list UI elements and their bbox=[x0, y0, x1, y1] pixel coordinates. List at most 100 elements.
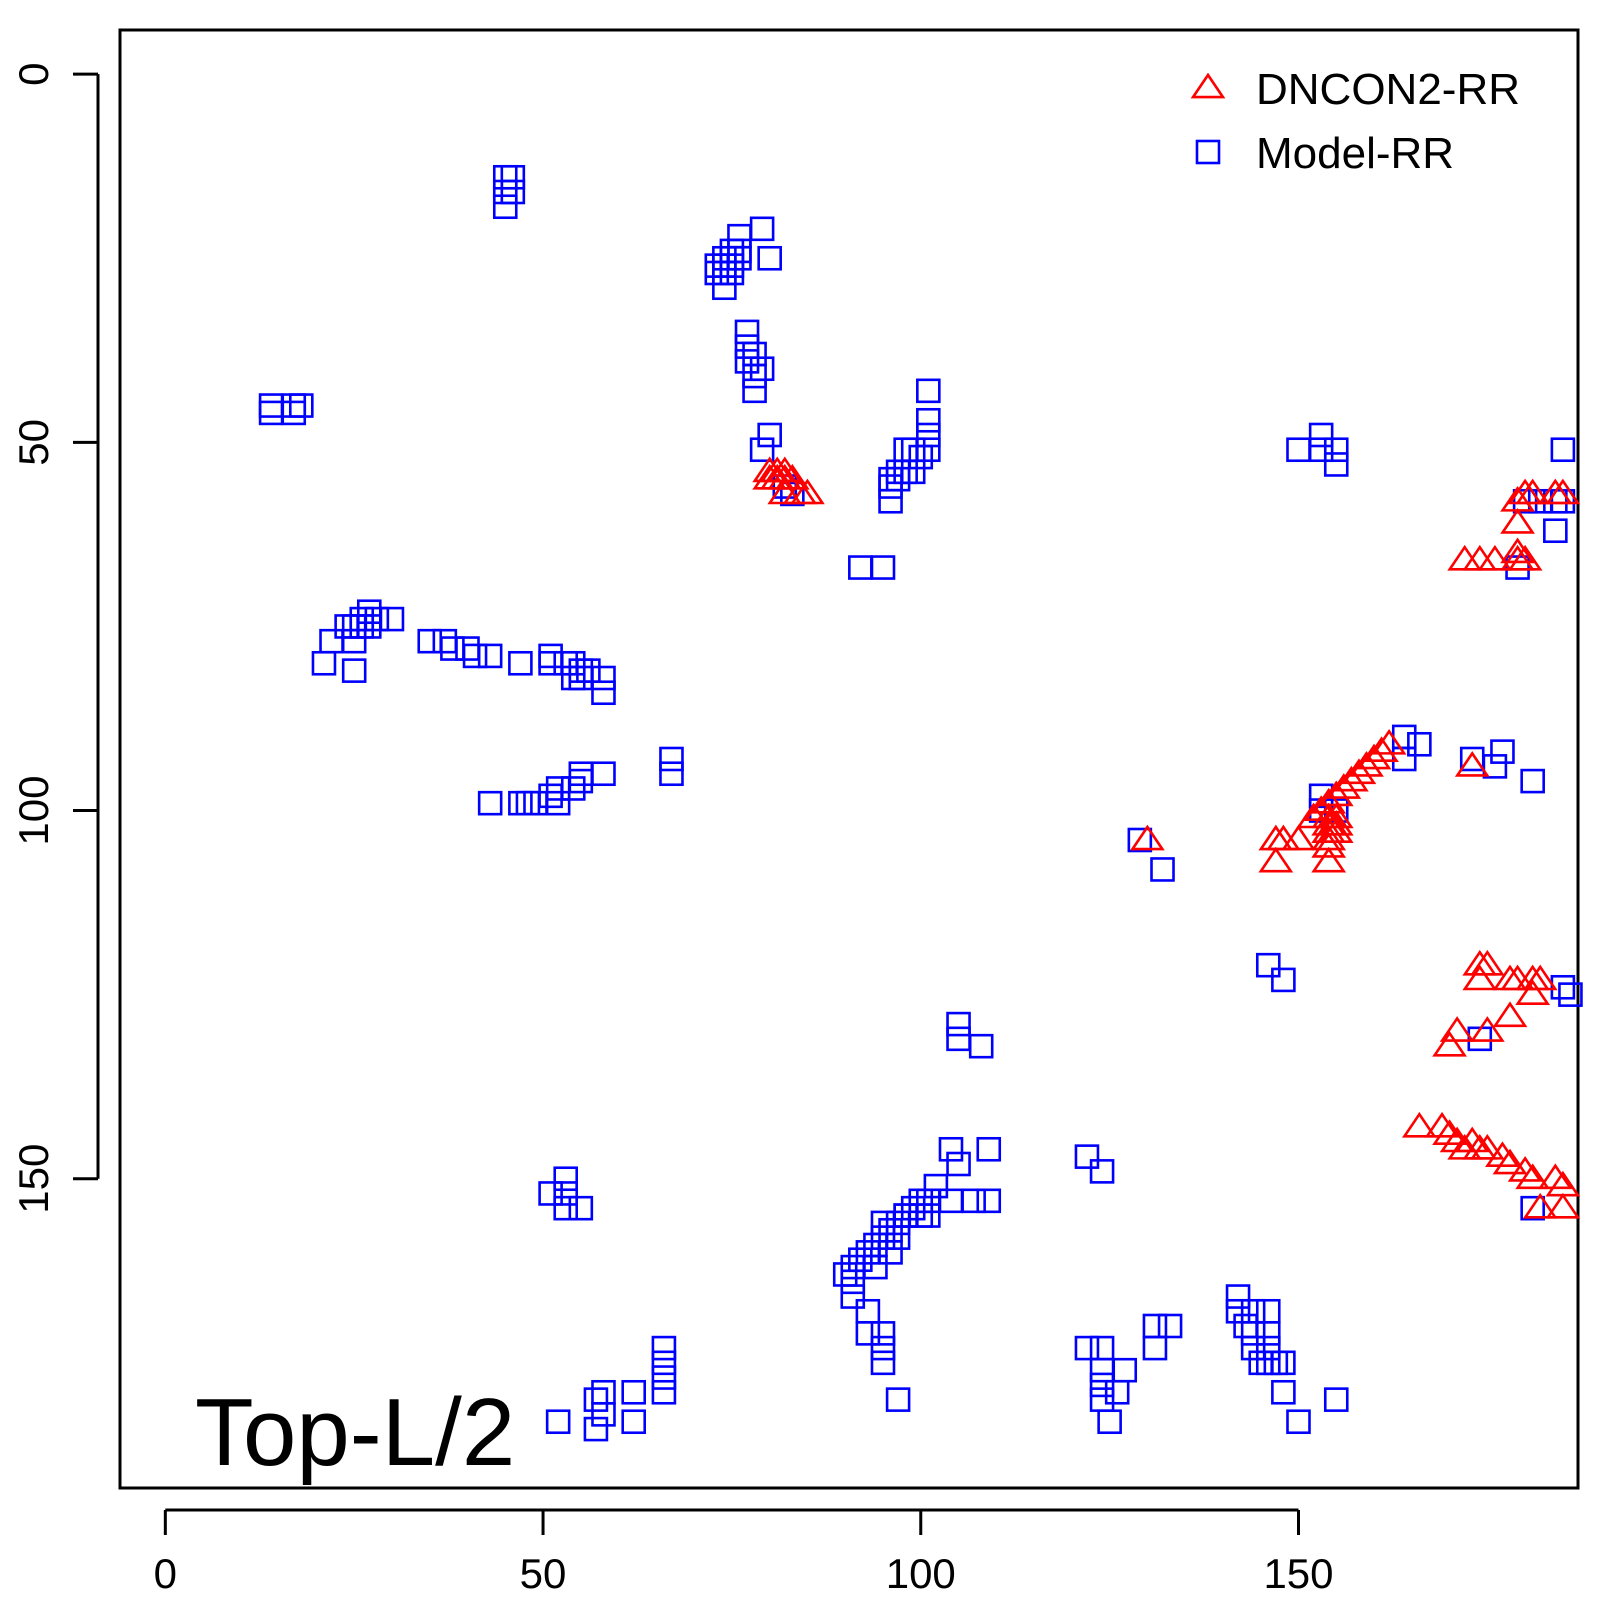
model-point bbox=[289, 393, 314, 418]
model-point bbox=[840, 1284, 866, 1309]
model-point bbox=[1308, 422, 1334, 448]
model-point bbox=[1323, 1387, 1349, 1412]
model-point bbox=[1233, 1313, 1258, 1339]
dncon2-point bbox=[1326, 773, 1362, 799]
model-point bbox=[560, 665, 586, 691]
model-point bbox=[258, 400, 284, 426]
model-point bbox=[1255, 952, 1281, 978]
model-point bbox=[508, 650, 533, 676]
model-point bbox=[734, 334, 760, 359]
model-point bbox=[1225, 1284, 1251, 1309]
x-tick-label: 100 bbox=[886, 1550, 956, 1597]
dncon2-point bbox=[1507, 1156, 1543, 1182]
model-point bbox=[568, 1195, 594, 1221]
model-point bbox=[583, 1387, 609, 1412]
dncon2-point bbox=[1432, 1119, 1467, 1145]
model-point bbox=[553, 1195, 579, 1221]
model-point bbox=[1271, 1350, 1296, 1376]
model-point bbox=[916, 1188, 941, 1214]
model-point bbox=[1240, 1321, 1266, 1346]
y-tick-label: 100 bbox=[10, 776, 57, 846]
model-point bbox=[1271, 967, 1296, 993]
model-point bbox=[417, 628, 443, 654]
model-point bbox=[341, 658, 367, 683]
model-point bbox=[492, 164, 518, 190]
dncon2-point bbox=[1318, 817, 1354, 844]
dncon2-point bbox=[1371, 728, 1407, 755]
model-point bbox=[968, 1033, 994, 1059]
model-point bbox=[749, 216, 775, 242]
dncon2-point bbox=[1545, 1192, 1581, 1219]
model-point bbox=[870, 555, 896, 580]
plot-frame bbox=[118, 28, 1580, 1490]
dncon2-point bbox=[1492, 1001, 1528, 1028]
legend: DNCON2-RR Model-RR bbox=[1190, 65, 1520, 178]
model-point bbox=[938, 1188, 964, 1214]
dncon2-point bbox=[1303, 795, 1339, 821]
dncon2-point bbox=[1469, 949, 1505, 976]
model-point bbox=[651, 1335, 677, 1361]
model-point bbox=[568, 658, 594, 683]
dncon2-point bbox=[1447, 544, 1483, 571]
model-point bbox=[848, 1247, 873, 1273]
chart-marks bbox=[258, 164, 1583, 1442]
model-point bbox=[553, 1181, 579, 1206]
model-point bbox=[908, 444, 934, 470]
model-point bbox=[1490, 739, 1515, 764]
model-point bbox=[508, 790, 533, 816]
model-point bbox=[1089, 1159, 1115, 1184]
model-point bbox=[432, 628, 458, 654]
model-point bbox=[1089, 1372, 1115, 1398]
model-point bbox=[719, 238, 745, 264]
model-point bbox=[916, 378, 941, 404]
dncon2-point bbox=[1432, 1030, 1467, 1057]
model-point bbox=[1543, 518, 1568, 544]
dncon2-point bbox=[774, 463, 810, 490]
model-point bbox=[659, 746, 684, 772]
model-point bbox=[538, 783, 563, 809]
model-point bbox=[538, 643, 563, 669]
legend-label: DNCON2-RR bbox=[1256, 65, 1520, 114]
dncon2-point bbox=[1356, 743, 1392, 770]
model-point bbox=[553, 1166, 579, 1192]
model-point bbox=[878, 1217, 903, 1243]
dncon2-point bbox=[1500, 537, 1535, 564]
model-point bbox=[916, 407, 941, 433]
model-point bbox=[885, 466, 911, 492]
model-point bbox=[1240, 1298, 1266, 1324]
model-point bbox=[712, 245, 737, 271]
model-point bbox=[742, 341, 767, 367]
dncon2-point bbox=[1311, 846, 1347, 873]
model-point bbox=[1127, 827, 1153, 853]
model-point bbox=[538, 650, 563, 676]
model-point bbox=[893, 1203, 918, 1228]
dncon2-point bbox=[1500, 508, 1535, 534]
model-point bbox=[855, 1321, 881, 1346]
model-point bbox=[916, 1203, 941, 1228]
model-point bbox=[500, 164, 526, 190]
dncon2-point bbox=[1462, 544, 1498, 571]
model-point bbox=[1286, 1409, 1311, 1435]
legend-marker bbox=[1195, 139, 1221, 165]
model-point bbox=[916, 437, 941, 463]
model-point bbox=[923, 1173, 949, 1199]
dncon2-point bbox=[1281, 824, 1316, 851]
legend-marker bbox=[1190, 72, 1226, 99]
model-point bbox=[885, 1210, 911, 1236]
y-tick-label: 0 bbox=[10, 63, 57, 86]
model-point bbox=[659, 761, 684, 787]
model-point bbox=[870, 1210, 896, 1236]
model-point bbox=[863, 1232, 888, 1258]
dncon2-point bbox=[1424, 1111, 1460, 1138]
dncon2-point bbox=[1507, 544, 1543, 571]
dncon2-point bbox=[1318, 809, 1354, 836]
model-point bbox=[349, 614, 375, 639]
model-point bbox=[900, 459, 926, 485]
dncon2-point bbox=[1477, 544, 1513, 571]
model-point bbox=[900, 1195, 926, 1221]
y-tick-label: 150 bbox=[10, 1144, 57, 1214]
model-point bbox=[560, 776, 586, 801]
model-point bbox=[719, 245, 745, 271]
model-point bbox=[704, 260, 730, 286]
